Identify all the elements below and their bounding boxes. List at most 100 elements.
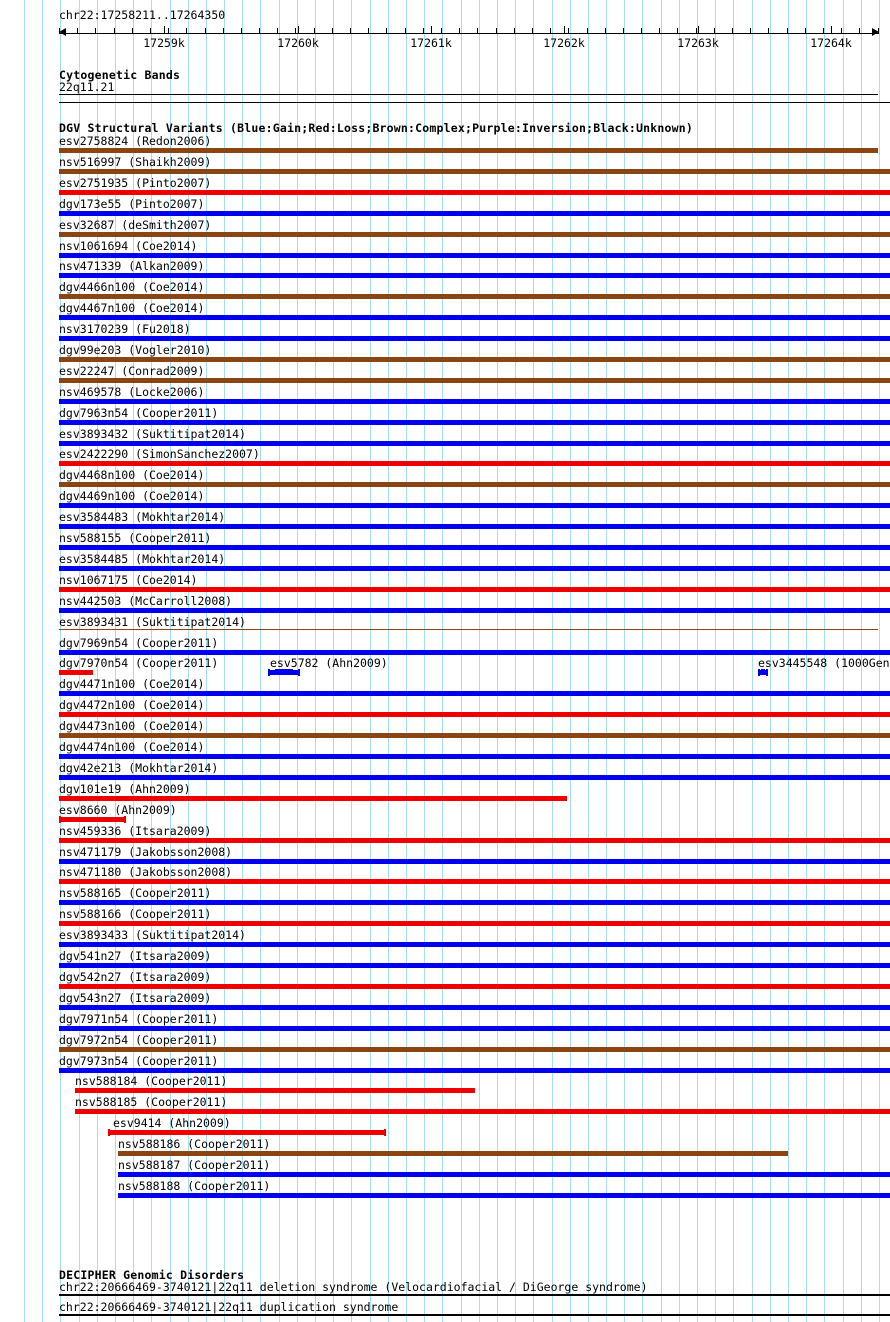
ruler-tick — [823, 28, 824, 34]
feature-bar[interactable] — [59, 169, 890, 174]
ruler-tick — [386, 28, 387, 34]
feature-cap-left — [268, 669, 270, 676]
feature-bar[interactable] — [59, 984, 890, 989]
feature-bar[interactable] — [59, 691, 890, 696]
feature-bar[interactable] — [59, 482, 890, 487]
feature-label: dgv101e19 (Ahn2009) — [59, 782, 191, 796]
feature-label: dgv7972n54 (Cooper2011) — [59, 1033, 219, 1047]
feature-bar[interactable] — [59, 942, 890, 947]
ruler-tick — [550, 28, 551, 34]
feature-label: esv3893431 (Suktitipat2014) — [59, 615, 246, 629]
ruler-tick-label: 17261k — [410, 36, 452, 50]
feature-label: nsv516997 (Shaikh2009) — [59, 155, 212, 169]
decipher-row-bar[interactable] — [59, 1294, 890, 1296]
feature-bar[interactable] — [59, 545, 890, 550]
ruler-tick — [441, 28, 442, 34]
feature-bar[interactable] — [59, 232, 890, 237]
feature-inner-bar — [275, 669, 293, 675]
decipher-row-bar[interactable] — [59, 1314, 890, 1316]
feature-bar[interactable] — [59, 273, 890, 278]
feature-bar[interactable] — [59, 900, 890, 905]
ruler-tick — [532, 28, 533, 34]
feature-bar[interactable] — [59, 879, 890, 884]
ruler-tick — [132, 28, 133, 34]
feature-bar[interactable] — [59, 315, 890, 320]
ruler-tick-major — [431, 26, 432, 34]
feature-label: esv3584483 (Mokhtar2014) — [59, 510, 226, 524]
feature-bar[interactable] — [59, 503, 890, 508]
feature-bar[interactable] — [75, 1088, 475, 1093]
feature-label: dgv7973n54 (Cooper2011) — [59, 1054, 219, 1068]
feature-bar[interactable] — [59, 859, 890, 864]
ruler-tick — [732, 28, 733, 34]
feature-bar[interactable] — [59, 817, 126, 822]
feature-bar[interactable] — [118, 1172, 890, 1177]
feature-bar[interactable] — [59, 378, 890, 383]
feature-bar[interactable] — [59, 420, 890, 425]
ruler-tick — [768, 28, 769, 34]
locus-label: chr22:17258211..17264350 — [59, 8, 226, 22]
feature-label: dgv4468n100 (Coe2014) — [59, 468, 205, 482]
feature-bar[interactable] — [59, 441, 890, 446]
feature-label: esv22247 (Conrad2009) — [59, 364, 205, 378]
feature-bar[interactable] — [118, 1193, 890, 1198]
feature-bar[interactable] — [59, 733, 890, 738]
feature-cap-left — [59, 816, 61, 823]
decipher-row-label: chr22:20666469-3740121|22q11 duplication… — [59, 1300, 399, 1314]
feature-bar[interactable] — [118, 1151, 788, 1156]
ruler-tick — [405, 28, 406, 34]
feature-bar[interactable] — [59, 712, 890, 717]
feature-bar[interactable] — [59, 963, 890, 968]
feature-label: dgv4473n100 (Coe2014) — [59, 719, 205, 733]
ruler-tick — [59, 28, 60, 34]
feature-bar[interactable] — [59, 461, 890, 466]
feature-bar[interactable] — [59, 650, 890, 655]
feature-label: nsv1061694 (Coe2014) — [59, 239, 198, 253]
feature-bar[interactable] — [59, 253, 890, 258]
ruler-tick — [750, 28, 751, 34]
ruler-tick — [205, 28, 206, 34]
ruler-tick-label: 17263k — [677, 36, 719, 50]
feature-bar[interactable] — [59, 566, 890, 571]
feature-bar[interactable] — [59, 336, 890, 341]
dgv-title: DGV Structural Variants (Blue:Gain;Red:L… — [59, 121, 693, 135]
feature-bar[interactable] — [59, 1068, 890, 1073]
feature-label: esv8660 (Ahn2009) — [59, 803, 177, 817]
feature-bar[interactable] — [59, 670, 93, 675]
feature-bar[interactable] — [59, 775, 890, 780]
ruler-tick — [714, 28, 715, 34]
feature-bar[interactable] — [59, 524, 890, 529]
ruler-tick — [168, 28, 169, 34]
feature-bar[interactable] — [75, 1109, 890, 1114]
feature-label: nsv1067175 (Coe2014) — [59, 573, 198, 587]
feature-bar[interactable] — [59, 796, 567, 801]
feature-bar[interactable] — [59, 629, 878, 630]
ruler-tick — [659, 28, 660, 34]
feature-bar[interactable] — [59, 838, 890, 843]
feature-bar[interactable] — [59, 1005, 890, 1010]
feature-bar[interactable] — [59, 1047, 890, 1052]
feature-bar[interactable] — [59, 357, 890, 362]
feature-bar[interactable] — [59, 148, 878, 153]
ruler-tick-major — [698, 26, 699, 34]
feature-label: dgv99e203 (Vogler2010) — [59, 343, 212, 357]
feature-label: dgv543n27 (Itsara2009) — [59, 991, 212, 1005]
feature-bar[interactable] — [59, 754, 890, 759]
feature-bar[interactable] — [59, 399, 890, 404]
feature-label: esv2758824 (Redon2006) — [59, 134, 212, 148]
feature-cap-left — [758, 669, 760, 676]
feature-label: nsv588166 (Cooper2011) — [59, 907, 212, 921]
feature-bar[interactable] — [59, 1026, 890, 1031]
feature-bar[interactable] — [59, 921, 890, 926]
feature-label: esv3584485 (Mokhtar2014) — [59, 552, 226, 566]
ruler-tick — [641, 28, 642, 34]
feature-bar[interactable] — [59, 608, 890, 613]
feature-cap-right — [766, 669, 768, 676]
feature-bar[interactable] — [59, 190, 890, 195]
feature-bar[interactable] — [108, 1130, 386, 1135]
feature-label: nsv588185 (Cooper2011) — [75, 1095, 228, 1109]
feature-bar[interactable] — [59, 587, 890, 592]
feature-bar[interactable] — [59, 211, 890, 216]
feature-bar[interactable] — [59, 294, 890, 299]
feature-label: nsv588165 (Cooper2011) — [59, 886, 212, 900]
